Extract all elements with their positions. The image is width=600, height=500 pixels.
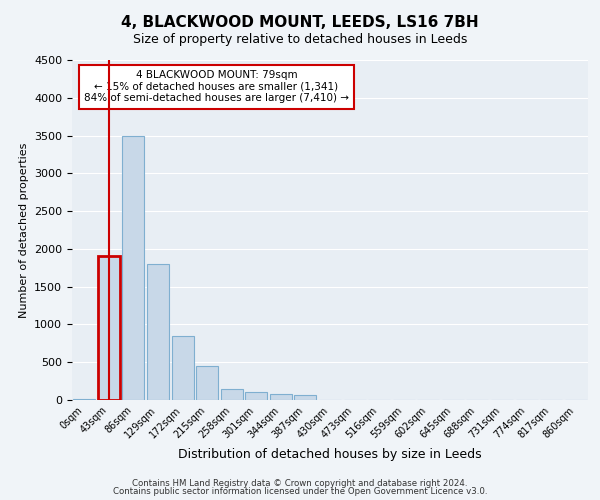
Text: Contains public sector information licensed under the Open Government Licence v3: Contains public sector information licen… [113,487,487,496]
Bar [122,136,145,400]
X-axis label: Distribution of detached houses by size in Leeds: Distribution of detached houses by size … [178,448,482,461]
Text: Contains HM Land Registry data © Crown copyright and database right 2024.: Contains HM Land Registry data © Crown c… [132,478,468,488]
Bar [221,388,243,400]
Bar [270,394,292,400]
Text: 4 BLACKWOOD MOUNT: 79sqm
← 15% of detached houses are smaller (1,341)
84% of sem: 4 BLACKWOOD MOUNT: 79sqm ← 15% of detach… [84,70,349,103]
Bar [295,395,316,400]
Bar [196,366,218,400]
Bar [98,256,120,400]
Bar [73,399,95,400]
Bar [172,336,194,400]
Bar [147,264,169,400]
Text: 4, BLACKWOOD MOUNT, LEEDS, LS16 7BH: 4, BLACKWOOD MOUNT, LEEDS, LS16 7BH [121,15,479,30]
Y-axis label: Number of detached properties: Number of detached properties [19,142,29,318]
Text: Size of property relative to detached houses in Leeds: Size of property relative to detached ho… [133,32,467,46]
Bar [245,392,268,400]
